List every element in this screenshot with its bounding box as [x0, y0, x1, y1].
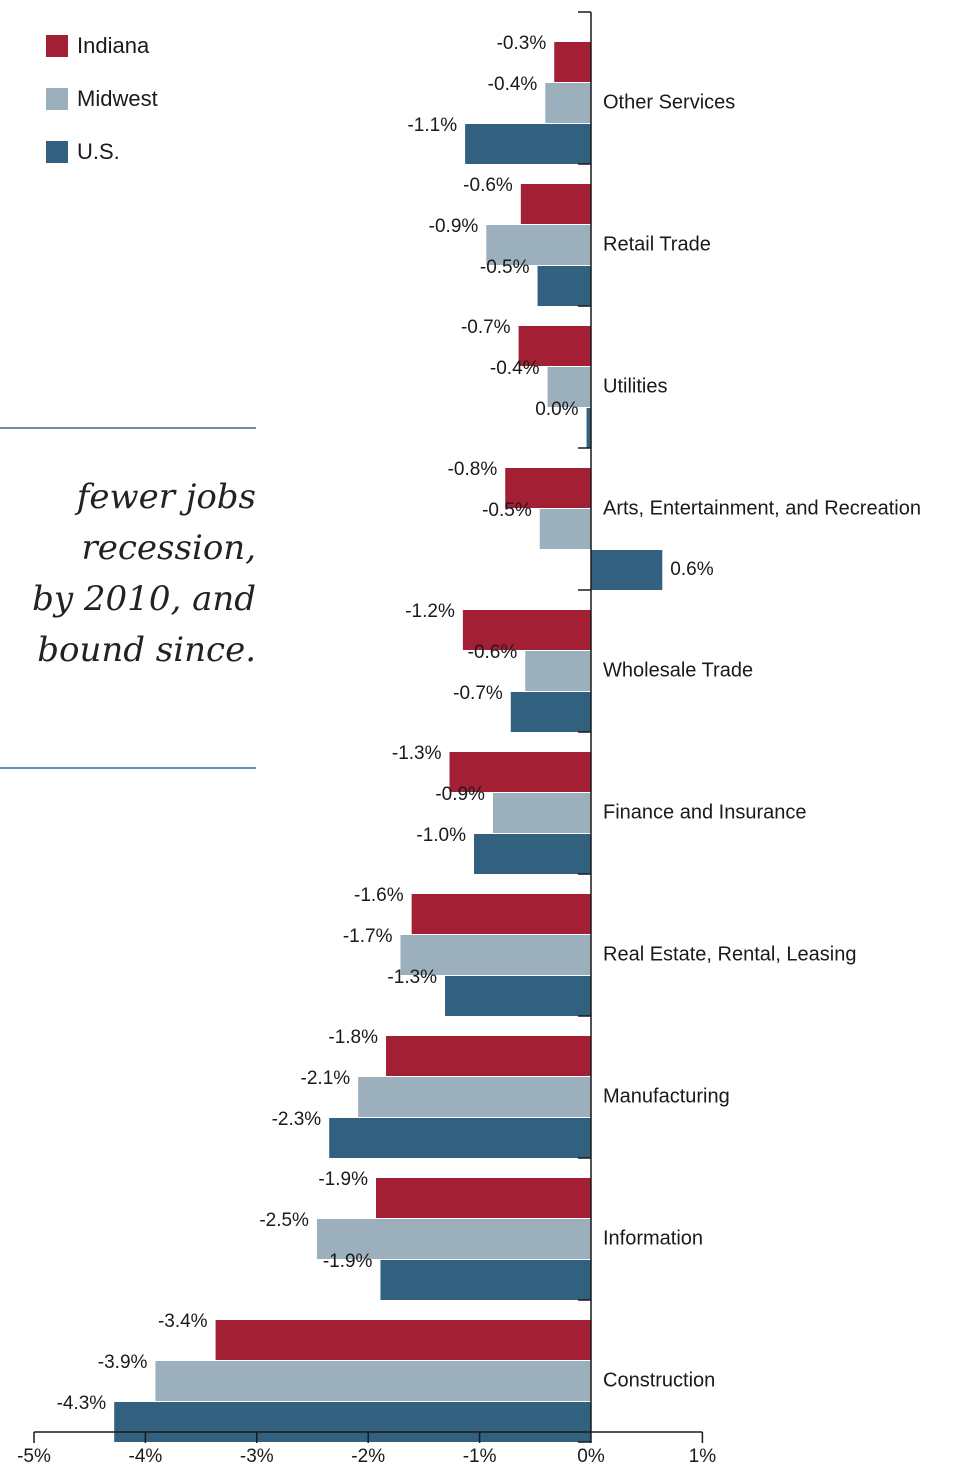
- data-label-u-s-information: -1.9%: [323, 1251, 373, 1272]
- x-tick-label: -2%: [351, 1446, 385, 1467]
- data-label-indiana-wholesale-trade: -1.2%: [405, 601, 455, 622]
- data-label-midwest-retail-trade: -0.9%: [429, 216, 479, 237]
- x-tick-label: -5%: [17, 1446, 51, 1467]
- bar-indiana-other-services: [554, 42, 591, 82]
- data-label-u-s-construction: -4.3%: [57, 1393, 107, 1414]
- bar-midwest-other-services: [545, 83, 591, 123]
- bar-u-s-retail-trade: [537, 266, 591, 306]
- data-label-u-s-finance-and-insurance: -1.0%: [416, 825, 466, 846]
- legend-swatch-indiana: [46, 35, 68, 57]
- pull-quote-line: recession,: [81, 528, 256, 568]
- data-label-u-s-arts-entertainment-and-recreation: 0.6%: [670, 559, 713, 580]
- bar-indiana-finance-and-insurance: [449, 752, 591, 792]
- pull-quote-top-rule: [0, 427, 256, 429]
- data-label-midwest-wholesale-trade: -0.6%: [468, 642, 518, 663]
- data-label-indiana-utilities: -0.7%: [461, 317, 511, 338]
- data-label-indiana-real-estate-rental-leasing: -1.6%: [354, 885, 404, 906]
- category-label-information: Information: [603, 1227, 703, 1249]
- data-label-u-s-other-services: -1.1%: [407, 115, 457, 136]
- bar-midwest-information: [316, 1219, 591, 1259]
- data-label-indiana-information: -1.9%: [318, 1169, 368, 1190]
- data-label-midwest-arts-entertainment-and-recreation: -0.5%: [482, 500, 532, 521]
- pull-quote: fewer jobs recession, by 2010, and bound…: [0, 472, 256, 676]
- x-tick-label: 1%: [689, 1446, 717, 1467]
- bar-u-s-real-estate-rental-leasing: [445, 976, 591, 1016]
- category-label-manufacturing: Manufacturing: [603, 1085, 730, 1107]
- data-label-midwest-real-estate-rental-leasing: -1.7%: [343, 926, 393, 947]
- category-label-arts-entertainment-and-recreation: Arts, Entertainment, and Recreation: [603, 497, 921, 519]
- category-label-utilities: Utilities: [603, 375, 667, 397]
- data-label-indiana-construction: -3.4%: [158, 1311, 208, 1332]
- bar-midwest-arts-entertainment-and-recreation: [539, 509, 591, 549]
- legend-label-indiana: Indiana: [77, 33, 150, 58]
- bar-indiana-arts-entertainment-and-recreation: [505, 468, 591, 508]
- bar-midwest-utilities: [547, 367, 591, 407]
- category-label-finance-and-insurance: Finance and Insurance: [603, 801, 806, 823]
- category-label-other-services: Other Services: [603, 91, 735, 113]
- x-tick-label: -1%: [463, 1446, 497, 1467]
- data-label-indiana-other-services: -0.3%: [497, 33, 547, 54]
- legend-item-indiana: Indiana: [46, 33, 158, 59]
- bar-midwest-real-estate-rental-leasing: [400, 935, 591, 975]
- bar-u-s-information: [380, 1260, 591, 1300]
- bar-u-s-manufacturing: [329, 1118, 591, 1158]
- data-label-indiana-arts-entertainment-and-recreation: -0.8%: [448, 459, 498, 480]
- data-label-u-s-real-estate-rental-leasing: -1.3%: [387, 967, 437, 988]
- pull-quote-line: bound since.: [37, 630, 256, 670]
- category-label-construction: Construction: [603, 1369, 715, 1391]
- category-label-retail-trade: Retail Trade: [603, 233, 711, 255]
- bar-u-s-wholesale-trade: [510, 692, 591, 732]
- bar-midwest-retail-trade: [486, 225, 591, 265]
- bar-indiana-retail-trade: [520, 184, 591, 224]
- bar-indiana-information: [375, 1178, 591, 1218]
- data-label-indiana-manufacturing: -1.8%: [328, 1027, 378, 1048]
- category-label-wholesale-trade: Wholesale Trade: [603, 659, 753, 681]
- bar-indiana-real-estate-rental-leasing: [411, 894, 591, 934]
- pull-quote-line: fewer jobs: [76, 477, 256, 517]
- bar-indiana-wholesale-trade: [462, 610, 591, 650]
- legend-item-us: U.S.: [46, 139, 158, 165]
- x-tick-label: 0%: [577, 1446, 605, 1467]
- bar-indiana-utilities: [518, 326, 591, 366]
- bar-indiana-manufacturing: [386, 1036, 591, 1076]
- data-label-midwest-construction: -3.9%: [98, 1352, 148, 1373]
- legend-swatch-midwest: [46, 88, 68, 110]
- x-tick-label: -4%: [129, 1446, 163, 1467]
- data-label-u-s-manufacturing: -2.3%: [272, 1109, 322, 1130]
- bar-midwest-manufacturing: [358, 1077, 591, 1117]
- data-label-midwest-other-services: -0.4%: [488, 74, 538, 95]
- bar-indiana-construction: [215, 1320, 591, 1360]
- bar-u-s-arts-entertainment-and-recreation: [591, 550, 663, 590]
- bar-midwest-finance-and-insurance: [492, 793, 591, 833]
- bar-u-s-utilities: [586, 408, 591, 448]
- legend-item-midwest: Midwest: [46, 86, 158, 112]
- data-label-midwest-utilities: -0.4%: [490, 358, 540, 379]
- bar-u-s-other-services: [465, 124, 591, 164]
- pull-quote-line: by 2010, and: [32, 579, 256, 619]
- pull-quote-bottom-rule: [0, 767, 256, 769]
- data-label-indiana-retail-trade: -0.6%: [463, 175, 513, 196]
- data-label-indiana-finance-and-insurance: -1.3%: [392, 743, 442, 764]
- legend-label-midwest: Midwest: [77, 86, 158, 111]
- data-label-midwest-manufacturing: -2.1%: [301, 1068, 351, 1089]
- bar-u-s-construction: [114, 1402, 591, 1442]
- bar-midwest-wholesale-trade: [525, 651, 591, 691]
- category-label-real-estate-rental-leasing: Real Estate, Rental, Leasing: [603, 943, 857, 965]
- data-label-midwest-information: -2.5%: [259, 1210, 309, 1231]
- data-label-u-s-retail-trade: -0.5%: [480, 257, 530, 278]
- data-label-midwest-finance-and-insurance: -0.9%: [435, 784, 485, 805]
- data-label-u-s-wholesale-trade: -0.7%: [453, 683, 503, 704]
- data-label-u-s-utilities: 0.0%: [535, 399, 578, 420]
- legend-label-us: U.S.: [77, 139, 120, 164]
- legend: Indiana Midwest U.S.: [46, 33, 158, 192]
- bar-u-s-finance-and-insurance: [474, 834, 591, 874]
- x-tick-label: -3%: [240, 1446, 274, 1467]
- bar-midwest-construction: [155, 1361, 591, 1401]
- legend-swatch-us: [46, 141, 68, 163]
